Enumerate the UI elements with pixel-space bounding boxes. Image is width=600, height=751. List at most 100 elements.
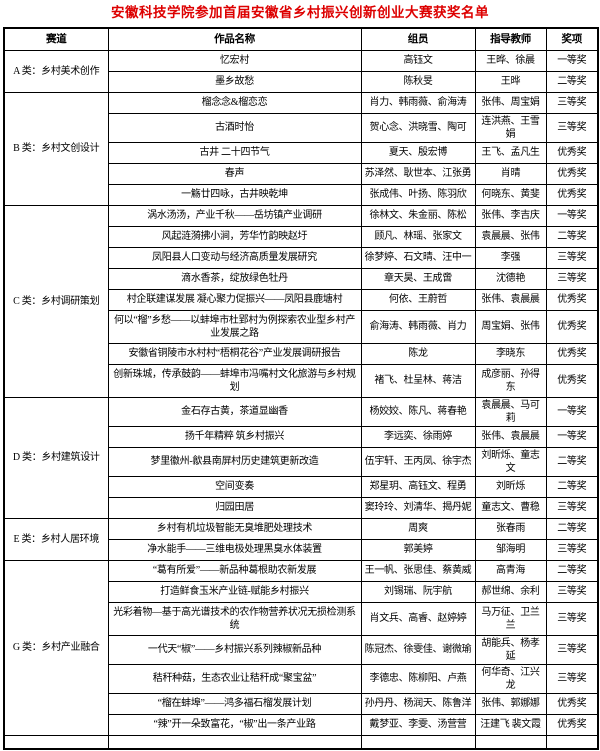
work-cell: 何以“榴”乡愁——以蚌埠市杜郢村为例探索农业型乡村产业发展之路: [107, 309, 362, 344]
track-cell: A 类：乡村美术创作: [3, 49, 109, 93]
award-cell: 二等奖: [545, 70, 599, 93]
advisors-cell: 何晓东、黄斐: [474, 183, 547, 206]
members-cell: 周爽: [360, 517, 476, 540]
advisors-cell: 成彦丽、孙得东: [474, 363, 547, 398]
table-row: 归园田居 窦玲玲、刘清华、揭丹妮 童志文、曹稳 三等奖: [4, 496, 599, 519]
work-cell: 光彩着物—基于高光谱技术的农作物营养状况无损检测系统: [107, 601, 362, 636]
members-cell: 杨姣姣、陈凡、蒋春艳: [360, 396, 476, 427]
advisors-cell: 张春雨: [474, 517, 547, 540]
members-cell: 陈秋旻: [360, 70, 476, 93]
award-cell: 三等奖: [545, 634, 599, 665]
members-cell: 刘锡瑞、阮宇航: [360, 580, 476, 603]
advisors-cell: 张伟、袁晨晨: [474, 288, 547, 311]
members-cell: 褚飞、杜呈林、蒋洁: [360, 363, 476, 398]
members-cell: 高钰文: [360, 49, 476, 72]
members-cell: 郑星玥、高钰文、程勇: [360, 475, 476, 498]
members-cell: 陈龙: [360, 342, 476, 365]
table-row: G 类：乡村产业融合 “葛有所爱”——新品种葛根助农新发展 王一帆、张思佳、蔡黄威高…: [3, 559, 599, 736]
work-cell: 金石存古黄，茶道显幽香: [107, 396, 362, 427]
work-cell: 净水能手——三维电极处理黑臭水体装置: [107, 538, 362, 561]
members-cell: 夏天、殷宏博: [360, 141, 476, 164]
empty-cell: [3, 734, 109, 750]
award-cell: 优秀奖: [545, 141, 599, 164]
members-cell: 何依、王蔚哲: [360, 288, 476, 311]
award-cell: 优秀奖: [545, 309, 599, 344]
advisors-cell: 李强: [474, 246, 547, 269]
advisors-cell: 郝世绵、余利: [474, 580, 547, 603]
table-row: 安徽省铜陵市水村村“梧桐花谷”产业发展调研报告 陈龙 李晓东 优秀奖: [4, 342, 599, 365]
award-cell: 三等奖: [545, 601, 599, 636]
award-cell: 三等奖: [545, 580, 599, 603]
table-row: 风起涟漪拂小涧，芳华竹韵映赵圩 顾凡、林瑶、张家文 袁晨晨、张伟 二等奖: [4, 225, 599, 248]
members-cell: 戴梦亚、李雯、汤营营: [360, 713, 476, 736]
award-cell: 三等奖: [545, 538, 599, 561]
award-cell: 二等奖: [545, 475, 599, 498]
members-cell: 李远奕、徐雨婷: [360, 425, 476, 448]
members-cell: 陈冠杰、徐雯佳、谢微瑜: [360, 634, 476, 665]
award-cell: 优秀奖: [545, 713, 599, 736]
work-cell: 秸秆种菇，生态农业让秸秆成“聚宝盆”: [107, 663, 362, 694]
table-row: 墨乡故愁 陈秋旻 王晔 二等奖: [4, 70, 599, 93]
members-cell: 郭美婷: [360, 538, 476, 561]
advisors-cell: 马万征、卫兰兰: [474, 601, 547, 636]
advisors-cell: 邹海明: [474, 538, 547, 561]
table-row: 梦里徽州-歙县南屏村历史建筑更新改造 伍宇轩、王丙凤、徐宇杰 刘昕烁、童志文 二等奖: [4, 446, 599, 477]
table-row: 古酒时怡 贺心念、洪晓雪、陶可 连洪燕、王雪娟 三等奖: [4, 112, 599, 143]
work-cell: 村企联建谋发展 凝心聚力促振兴——凤阳县鹿塘村: [107, 288, 362, 311]
work-cell: “辣”开一朵致富花，“椒”出一条产业路: [107, 713, 362, 736]
advisors-cell: 高青海: [474, 559, 547, 582]
advisors-cell: 胡能兵、杨孝延: [474, 634, 547, 665]
advisors-cell: 童志文、曹稳: [474, 496, 547, 519]
members-cell: 徐林文、朱金丽、陈松: [360, 204, 476, 227]
empty-cell: [360, 734, 476, 750]
award-cell: 三等奖: [545, 246, 599, 269]
members-cell: 章天昊、王成啻: [360, 267, 476, 290]
advisors-cell: 周宝娟、张伟: [474, 309, 547, 344]
award-cell: 优秀奖: [545, 162, 599, 185]
advisors-cell: 王晔: [474, 70, 547, 93]
track-cell: E 类：乡村人居环境: [3, 517, 109, 561]
column-header: 奖项: [545, 27, 599, 51]
work-cell: 凤阳县人口变动与经济高质量发展研究: [107, 246, 362, 269]
advisors-cell: 汪建飞 裴文霞: [474, 713, 547, 736]
track-cell: D 类：乡村建筑设计: [3, 396, 109, 519]
work-cell: 安徽省铜陵市水村村“梧桐花谷”产业发展调研报告: [107, 342, 362, 365]
table-row: 秸秆种菇，生态农业让秸秆成“聚宝盆” 李德忠、陈柳阳、卢燕 何华奇、江兴龙 三等奖: [4, 663, 599, 694]
advisors-cell: 张伟、郭娜娜: [474, 692, 547, 715]
advisors-cell: 王飞、孟凡生: [474, 141, 547, 164]
award-cell: 优秀奖: [545, 288, 599, 311]
table-row: D 类：乡村建筑设计 金石存古黄，茶道显幽香 杨姣姣、陈凡、蒋春艳 袁晨晨、马可莉 一等…: [3, 396, 599, 519]
advisors-cell: 袁晨晨、张伟: [474, 225, 547, 248]
advisors-cell: 何华奇、江兴龙: [474, 663, 547, 694]
advisors-cell: 张伟、李吉庆: [474, 204, 547, 227]
members-cell: 李德忠、陈柳阳、卢燕: [360, 663, 476, 694]
award-cell: 一等奖: [545, 425, 599, 448]
empty-cell: [474, 734, 547, 750]
table-row: “辣”开一朵致富花，“椒”出一条产业路 戴梦亚、李雯、汤营营 汪建飞 裴文霞 优秀奖: [4, 713, 599, 736]
table-row: 春声 苏泽然、耿世本、江张勇 肖晴 优秀奖: [4, 162, 599, 185]
table-row: E 类：乡村人居环境 乡村有机垃圾智能无臭堆肥处理技术 周爽 张春雨 二等奖: [3, 517, 599, 561]
members-cell: 伍宇轩、王丙凤、徐宇杰: [360, 446, 476, 477]
column-header: 赛道: [3, 27, 109, 51]
members-cell: 徐梦婷、石文晴、汪中一: [360, 246, 476, 269]
work-cell: 古酒时怡: [107, 112, 362, 143]
empty-cell: [545, 734, 599, 750]
table-row: C 类：乡村调研策划 涡水汤汤，产业千秋——岳坊镇产业调研 徐林文、朱金丽、陈松 张伟…: [3, 204, 599, 398]
table-row: “榴在蚌埠”——鸿多福石榴发展计划 孙丹丹、杨润天、陈鲁洋 张伟、郭娜娜 优秀奖: [4, 692, 599, 715]
column-header: 作品名称: [107, 27, 362, 51]
work-cell: 创新珠城，传承鼓韵——蚌埠市冯嘴村文化旅游与乡村规划: [107, 363, 362, 398]
table-row: 一觞廿四咏，古井映乾坤 张成伟、叶扬、陈羽欣 何晓东、黄斐 优秀奖: [4, 183, 599, 206]
track-cell: B 类：乡村文创设计: [3, 91, 109, 206]
track-cell: G 类：乡村产业融合: [3, 559, 109, 736]
work-cell: 一觞廿四咏，古井映乾坤: [107, 183, 362, 206]
advisors-cell: 张伟、袁晨晨: [474, 425, 547, 448]
advisors-cell: 肖晴: [474, 162, 547, 185]
members-cell: 孙丹丹、杨润天、陈鲁洋: [360, 692, 476, 715]
award-cell: 一等奖: [545, 49, 599, 72]
members-cell: 王一帆、张思佳、蔡黄威: [360, 559, 476, 582]
members-cell: 肖文兵、高睿、赵婷婷: [360, 601, 476, 636]
award-cell: 一等奖: [545, 396, 599, 427]
award-cell: 优秀奖: [545, 692, 599, 715]
members-cell: 苏泽然、耿世本、江张勇: [360, 162, 476, 185]
advisors-cell: 连洪燕、王雪娟: [474, 112, 547, 143]
